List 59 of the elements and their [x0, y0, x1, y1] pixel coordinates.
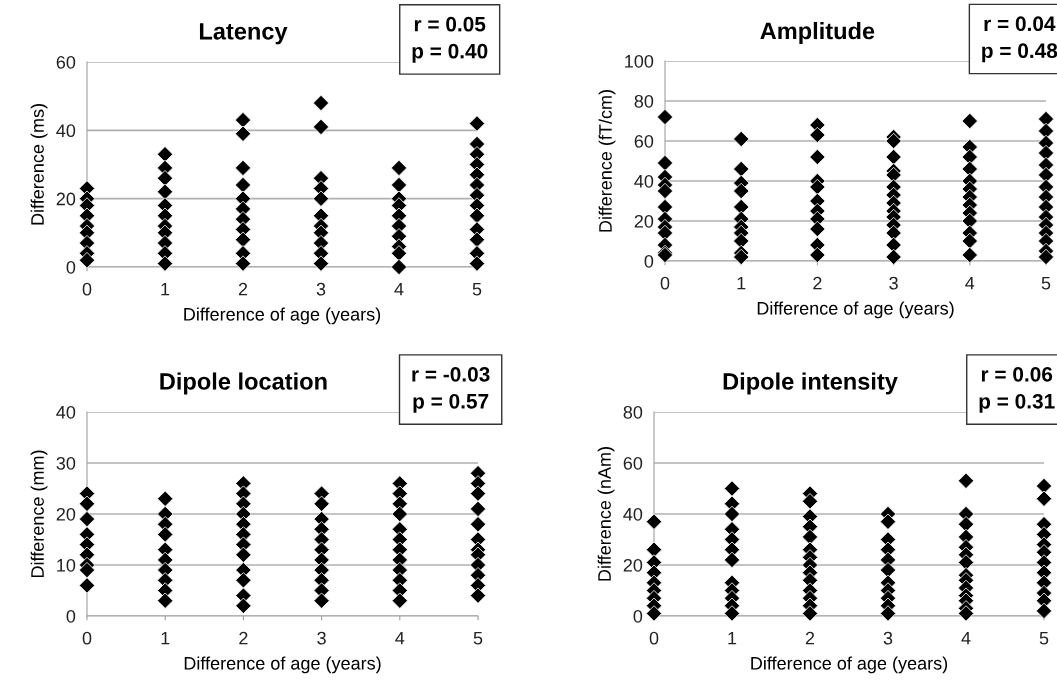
x-tick-label: 4 [395, 631, 405, 645]
y-tick-label: 40 [56, 405, 76, 419]
y-axis-title: Difference (nAm) [597, 447, 615, 581]
x-tick-label: 4 [961, 631, 971, 645]
x-axis-title: Difference of age (years) [184, 307, 381, 325]
x-tick-label: 5 [1039, 631, 1049, 645]
y-tick-label: 0 [633, 609, 643, 623]
x-tick-label: 4 [394, 282, 404, 296]
annotation: r = 0.06 p = 0.31 [979, 366, 1055, 413]
x-tick-label: 3 [317, 631, 326, 645]
x-tick-label: 1 [728, 631, 737, 645]
y-tick-label: 20 [623, 558, 643, 572]
chart-title: Latency [199, 23, 288, 45]
x-tick-label: 3 [316, 282, 326, 296]
y-tick-label: 60 [623, 456, 643, 470]
x-tick-label: 0 [660, 276, 670, 290]
x-axis-title: Difference of age (years) [751, 656, 948, 674]
x-tick-label: 2 [238, 282, 248, 296]
x-tick-label: 0 [82, 282, 92, 296]
x-tick-label: 3 [883, 631, 893, 645]
chart-title: Dipole intensity [723, 372, 898, 395]
chart-title: Dipole location [160, 372, 327, 395]
x-tick-label: 1 [161, 631, 170, 645]
y-tick-label: 10 [57, 558, 76, 572]
y-tick-label: 0 [66, 609, 76, 623]
y-tick-label: 40 [634, 174, 654, 188]
y-tick-label: 40 [623, 507, 643, 521]
y-tick-label: 20 [56, 192, 76, 206]
y-tick-label: 100 [625, 54, 654, 68]
x-tick-label: 1 [161, 282, 170, 296]
x-tick-label: 3 [889, 276, 898, 290]
annotation: r = 0.04 p = 0.48 [982, 16, 1057, 63]
x-tick-label: 2 [805, 631, 815, 645]
x-tick-label: 2 [813, 276, 822, 290]
y-axis-title: Difference (fT/cm) [598, 90, 616, 232]
y-tick-label: 20 [634, 214, 654, 228]
y-tick-label: 80 [634, 94, 654, 108]
y-tick-label: 0 [66, 260, 76, 274]
y-tick-label: 0 [644, 254, 654, 268]
y-tick-label: 30 [56, 456, 76, 470]
x-tick-label: 5 [472, 282, 482, 296]
x-axis-title: Difference of age (years) [757, 301, 954, 319]
x-tick-label: 1 [737, 276, 746, 290]
x-tick-label: 5 [473, 631, 483, 645]
y-tick-label: 20 [56, 507, 76, 521]
y-axis-title: Difference (ms) [30, 104, 48, 225]
y-tick-label: 40 [56, 124, 76, 138]
y-tick-label: 60 [634, 134, 654, 148]
x-tick-label: 4 [965, 276, 975, 290]
annotation: r = -0.03 p = 0.57 [412, 366, 490, 413]
annotation: r = 0.05 p = 0.40 [412, 16, 488, 63]
y-tick-label: 60 [56, 55, 76, 69]
y-axis-title: Difference (mm) [30, 450, 48, 578]
x-tick-label: 5 [1041, 276, 1051, 290]
y-tick-label: 80 [623, 405, 643, 419]
chart-title: Amplitude [760, 22, 875, 44]
x-axis-title: Difference of age (years) [184, 656, 381, 674]
x-tick-label: 2 [239, 631, 248, 645]
x-tick-label: 0 [82, 631, 92, 645]
